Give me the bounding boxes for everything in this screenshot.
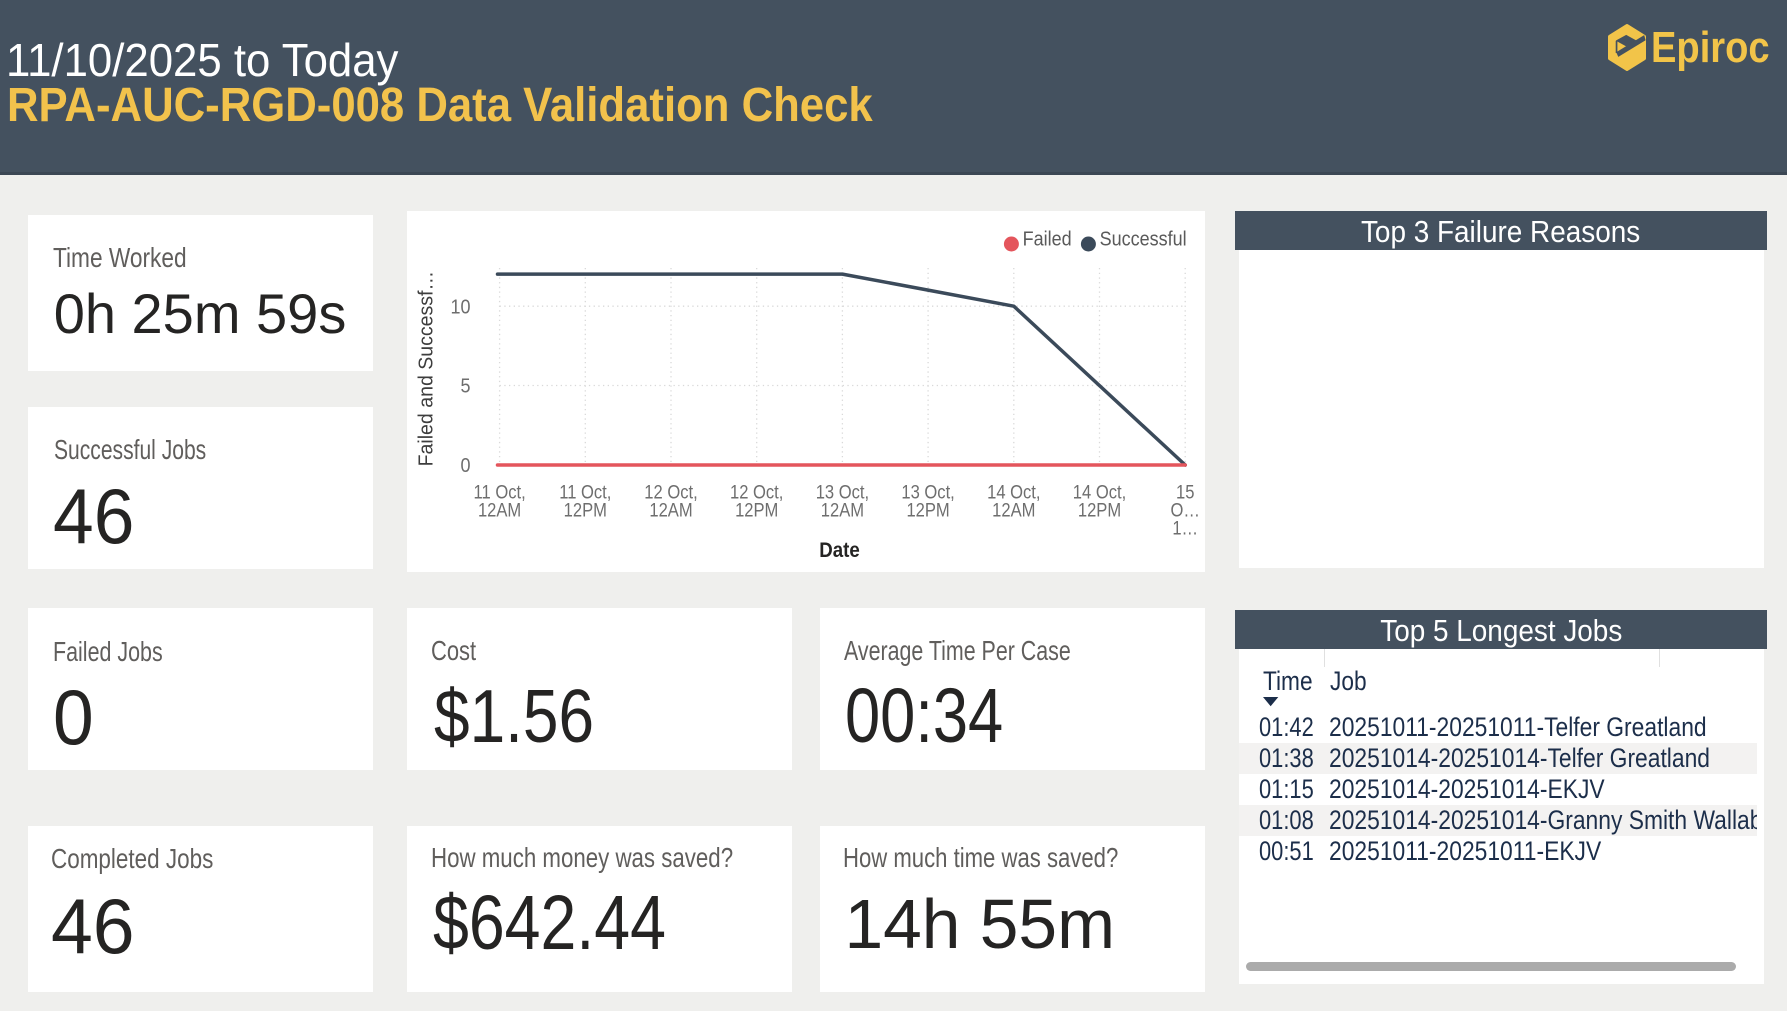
svg-text:12AM: 12AM xyxy=(649,499,692,521)
svg-text:12PM: 12PM xyxy=(1078,499,1121,521)
svg-text:12AM: 12AM xyxy=(821,499,864,521)
svg-text:11 Oct,: 11 Oct, xyxy=(559,481,611,503)
svg-text:Successful: Successful xyxy=(1100,229,1187,251)
svg-text:11 Oct,: 11 Oct, xyxy=(474,481,526,503)
svg-text:10: 10 xyxy=(450,296,470,318)
svg-text:12PM: 12PM xyxy=(735,499,778,521)
svg-text:Failed and Successf…: Failed and Successf… xyxy=(415,271,437,466)
svg-text:0: 0 xyxy=(460,455,470,477)
svg-text:13 Oct,: 13 Oct, xyxy=(901,481,954,503)
svg-text:12PM: 12PM xyxy=(564,499,607,521)
svg-text:14 Oct,: 14 Oct, xyxy=(987,481,1040,503)
svg-text:12PM: 12PM xyxy=(906,499,949,521)
svg-text:O…: O… xyxy=(1170,499,1199,521)
svg-text:15: 15 xyxy=(1176,481,1194,503)
svg-text:1…: 1… xyxy=(1172,517,1198,539)
svg-text:12AM: 12AM xyxy=(478,499,521,521)
svg-text:Date: Date xyxy=(819,539,859,562)
svg-text:13 Oct,: 13 Oct, xyxy=(816,481,869,503)
svg-text:12 Oct,: 12 Oct, xyxy=(644,481,697,503)
svg-text:12AM: 12AM xyxy=(992,499,1035,521)
svg-text:14 Oct,: 14 Oct, xyxy=(1073,481,1126,503)
svg-text:5: 5 xyxy=(460,376,470,398)
svg-text:Failed: Failed xyxy=(1023,229,1072,251)
svg-text:12 Oct,: 12 Oct, xyxy=(730,481,783,503)
